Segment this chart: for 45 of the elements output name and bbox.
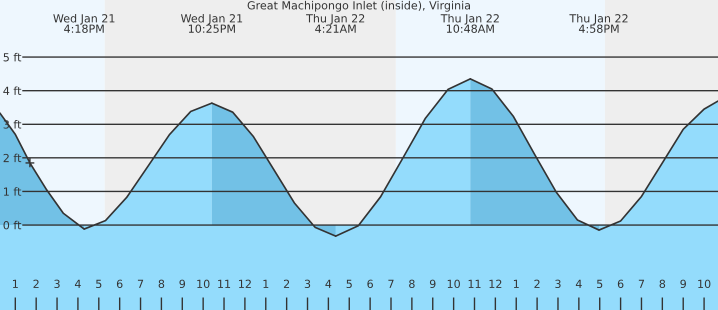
annotation: Thu Jan 22 10:48AM (440, 14, 499, 33)
x-tick-label: 4 (74, 280, 81, 288)
y-tick-label: 4 ft (3, 86, 22, 95)
y-tick-label: 1 ft (4, 187, 22, 196)
x-tick-label: 5 (346, 280, 352, 288)
annotation: Wed Jan 21 4:18PM (53, 14, 114, 33)
x-tick-label: 8 (409, 280, 415, 288)
x-tick-label: 3 (54, 280, 60, 288)
x-tick-label: 5 (597, 280, 602, 288)
x-tick-label: 9 (680, 280, 686, 288)
chart-title: Great Machipongo Inlet (inside), Virginia (248, 0, 470, 12)
y-tick-label: 5 ft (4, 52, 22, 62)
x-tick-label: 6 (116, 280, 122, 288)
x-tick-label: 12 (490, 280, 502, 288)
x-tick-label: 4 (576, 280, 582, 288)
x-tick-label: 8 (158, 280, 164, 288)
x-tick-label: 11 (468, 280, 481, 288)
y-tick-label: 2 ft (4, 154, 22, 162)
x-tick-label: 2 (534, 280, 540, 288)
x-tick-label: 8 (660, 280, 666, 288)
x-tick-label: 7 (638, 280, 644, 288)
x-tick-label: 6 (618, 280, 624, 288)
x-tick-label: 6 (367, 280, 373, 288)
x-tick-label: 12 (239, 280, 251, 288)
x-tick-label: 3 (555, 280, 561, 288)
x-tick-label: 7 (138, 280, 144, 288)
x-tick-label: 3 (304, 280, 310, 288)
annotation: Thu Jan 22 4:58PM (569, 14, 628, 33)
x-tick-label: 1 (263, 280, 268, 288)
x-tick-label: 10 (448, 280, 460, 288)
x-tick-label: 7 (388, 280, 394, 288)
x-tick-label: 5 (96, 280, 102, 288)
x-tick-label: 11 (218, 280, 230, 288)
y-tick-label: 0 ft (4, 220, 22, 230)
x-tick-label: 4 (325, 280, 332, 288)
x-tick-label: 10 (197, 280, 210, 288)
x-tick-label: 9 (179, 280, 186, 288)
x-tick-label: 9 (430, 280, 436, 288)
x-tick-label: 1 (514, 280, 519, 288)
x-tick-label: 2 (284, 280, 290, 288)
x-tick-label: 1 (12, 280, 18, 288)
x-tick-label: 10 (698, 280, 710, 288)
annotation: Thu Jan 22 4:21AM (306, 14, 364, 33)
x-tick-label: 2 (33, 280, 39, 288)
annotation: Wed Jan 21 10:25PM (180, 14, 242, 33)
